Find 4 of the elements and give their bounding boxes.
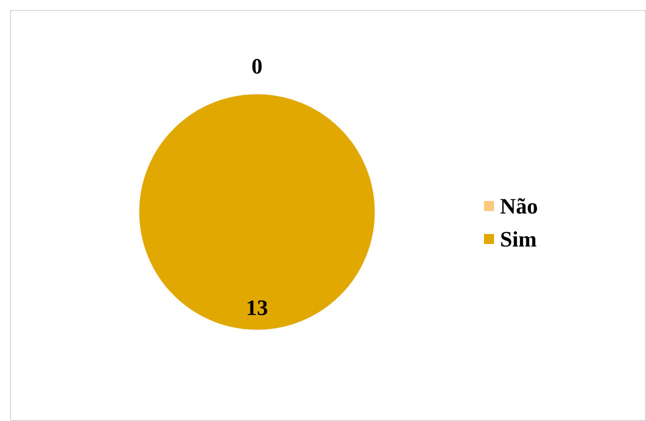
data-label: 13 [246, 294, 268, 320]
text: 0 [252, 54, 262, 79]
legend-label: Não [500, 194, 538, 219]
legend-label: Sim [500, 226, 537, 252]
